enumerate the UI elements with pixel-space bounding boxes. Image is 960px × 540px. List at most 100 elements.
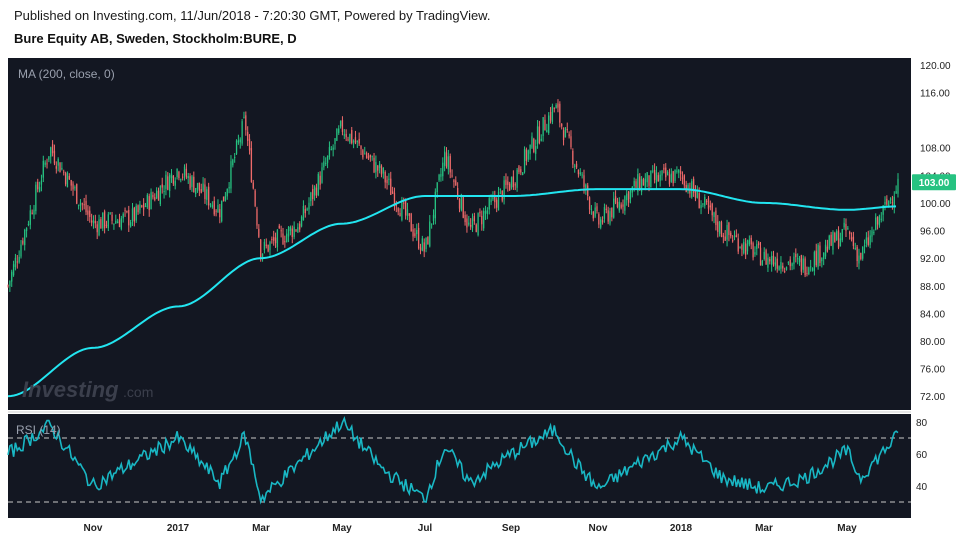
candle-body <box>163 190 165 192</box>
candle-body <box>824 244 827 257</box>
candle-body <box>893 196 895 207</box>
candle-body <box>189 176 191 189</box>
candle-body <box>458 199 461 209</box>
candle-body <box>516 169 518 188</box>
candle-body <box>421 238 423 251</box>
candle-body <box>471 218 474 229</box>
candle-body <box>850 237 853 240</box>
candle-body <box>888 200 890 207</box>
candle-body <box>776 258 778 269</box>
candle-body <box>295 229 297 231</box>
candle-body <box>358 138 360 144</box>
candle-body <box>391 191 394 194</box>
candle-body <box>683 175 685 186</box>
candle-body <box>109 212 111 214</box>
candle-body <box>384 172 386 183</box>
candle-body <box>100 219 102 229</box>
candle-body <box>663 167 665 170</box>
candle-body <box>891 202 894 204</box>
candle-body <box>300 216 303 227</box>
candle-body <box>570 136 572 148</box>
candle-body <box>616 201 619 208</box>
candle-body <box>202 183 204 191</box>
candle-body <box>735 235 737 237</box>
candle-body <box>234 157 236 159</box>
candle-body <box>585 184 587 188</box>
candle-body <box>63 171 65 173</box>
candle-body <box>386 179 388 184</box>
candle-body <box>655 172 658 183</box>
candle-body <box>312 188 314 200</box>
candle-body <box>276 229 279 248</box>
candle-body <box>297 227 299 233</box>
candle-body <box>83 204 85 206</box>
candle-body <box>514 184 516 186</box>
candle-body <box>613 198 615 218</box>
candle-body <box>172 175 175 184</box>
candle-body <box>730 232 732 237</box>
candle-body <box>704 197 706 206</box>
candle-body <box>22 240 24 244</box>
candle-body <box>503 180 505 200</box>
price-panel-bg <box>8 58 911 410</box>
candle-body <box>245 115 247 131</box>
candle-body <box>497 191 500 211</box>
candle-body <box>572 150 574 165</box>
candle-body <box>759 247 762 266</box>
candle-body <box>120 218 122 229</box>
candle-body <box>308 202 310 210</box>
candle-body <box>61 167 63 170</box>
candle-body <box>525 149 528 161</box>
candle-body <box>711 203 713 216</box>
candle-body <box>373 157 375 173</box>
candle-body <box>562 130 565 140</box>
candle-body <box>209 203 212 205</box>
candle-body <box>200 189 202 193</box>
candle-body <box>252 182 254 189</box>
price-tick-label: 76.00 <box>920 365 945 376</box>
candle-body <box>302 205 305 221</box>
candle-body <box>804 258 806 276</box>
candle-body <box>739 247 741 249</box>
candle-body <box>575 163 578 168</box>
candle-body <box>237 140 240 143</box>
candle-body <box>834 232 836 243</box>
candle-body <box>228 186 230 189</box>
candle-body <box>741 245 743 250</box>
candle-body <box>397 208 399 212</box>
candle-body <box>456 188 459 198</box>
candle-body <box>640 179 643 192</box>
candle-body <box>875 217 877 230</box>
price-tick-label: 120.00 <box>920 61 951 72</box>
candle-body <box>159 185 162 205</box>
candle-body <box>614 196 617 203</box>
candle-body <box>204 184 206 200</box>
candle-body <box>152 195 154 198</box>
candle-body <box>841 229 843 241</box>
candle-body <box>659 174 661 181</box>
candle-body <box>107 214 109 229</box>
candle-body <box>826 246 829 252</box>
candle-body <box>323 161 325 168</box>
candle-body <box>178 171 180 179</box>
last-price-label: 103.00 <box>919 178 950 189</box>
candle-body <box>408 213 410 216</box>
candle-body <box>817 245 819 267</box>
candle-body <box>483 211 485 229</box>
candle-body <box>76 184 78 204</box>
candle-body <box>598 214 600 225</box>
time-tick-label: 2017 <box>167 523 190 534</box>
candle-body <box>797 258 799 260</box>
candle-body <box>72 183 74 190</box>
candle-body <box>713 212 715 218</box>
candle-body <box>666 172 669 176</box>
candle-body <box>24 229 26 246</box>
candle-body <box>867 237 869 245</box>
candle-body <box>16 261 18 263</box>
candle-body <box>754 252 756 255</box>
candle-body <box>25 227 28 232</box>
candle-body <box>847 227 849 229</box>
candle-body <box>698 193 700 209</box>
candle-body <box>626 193 628 201</box>
